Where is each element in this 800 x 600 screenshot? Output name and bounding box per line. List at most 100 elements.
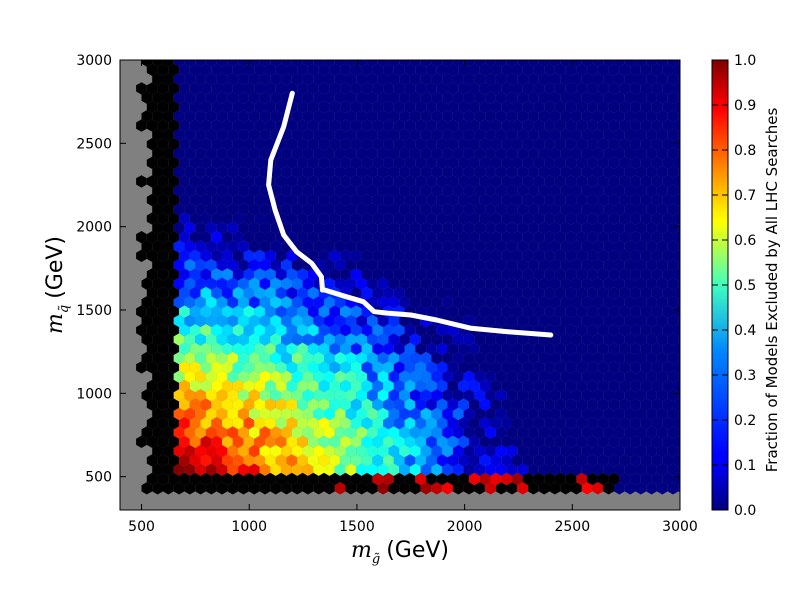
hex-cell [302, 426, 314, 439]
hex-cell [512, 175, 523, 188]
hex-cell [265, 231, 276, 244]
hex-cell [152, 444, 163, 458]
hex-cell [152, 203, 163, 216]
hex-cell [361, 156, 373, 169]
hex-cell [205, 91, 217, 104]
hex-cell [259, 389, 271, 402]
hex-cell [662, 63, 673, 76]
hex-cell [560, 296, 571, 309]
hex-cell [495, 258, 507, 272]
hex-cell [426, 417, 437, 430]
hex-cell [592, 60, 604, 67]
hex-cell [447, 305, 459, 318]
hex-cell [426, 63, 437, 76]
hex-cell [216, 389, 228, 402]
hex-cell [495, 184, 507, 197]
hex-cell [495, 203, 507, 216]
hex-cell [136, 361, 147, 374]
hex-cell [592, 314, 604, 328]
colorbar-tick-label: 0.7 [734, 188, 756, 204]
hex-cell [619, 379, 631, 393]
hex-cell [222, 100, 233, 114]
hex-cell [200, 193, 212, 207]
hex-cell [479, 193, 491, 207]
hex-cell [302, 333, 314, 346]
hex-cell [297, 119, 308, 132]
hex-cell [495, 277, 507, 290]
hex-cell [630, 305, 641, 318]
hex-cell [474, 165, 486, 179]
hex-cell [533, 361, 545, 374]
hex-cell [560, 277, 571, 290]
hex-cell [307, 175, 319, 188]
hex-cell [630, 379, 641, 393]
hex-cell [587, 175, 598, 188]
hex-cell [345, 277, 357, 290]
hex-cell [501, 361, 512, 374]
hex-cell [173, 184, 185, 197]
hex-cell [383, 175, 394, 188]
hex-cell [436, 305, 448, 318]
hex-cell [415, 82, 427, 95]
hex-cell [592, 128, 604, 142]
hex-cell [576, 268, 588, 281]
hex-cell [189, 342, 201, 355]
hex-cell [619, 286, 631, 300]
hex-cell [656, 165, 668, 179]
hex-cell [157, 268, 169, 281]
hex-cell [538, 407, 550, 421]
hex-cell [324, 444, 335, 458]
hex-cell [173, 110, 185, 123]
hex-cell [684, 250, 695, 262]
hex-cell [152, 128, 163, 142]
hex-cell [517, 110, 529, 123]
hex-cell [533, 231, 545, 244]
hex-cell [399, 240, 410, 253]
hex-cell [173, 296, 185, 309]
hex-cell [571, 296, 582, 309]
hex-cell [597, 268, 609, 281]
hex-cell [399, 296, 410, 309]
hexbin-cells [136, 60, 695, 495]
hex-cell [356, 72, 367, 86]
hex-cell [340, 119, 351, 132]
hex-cell [651, 249, 663, 262]
hex-cell [538, 296, 550, 309]
hex-cell [673, 138, 680, 151]
hex-cell [136, 435, 147, 448]
hex-cell [195, 463, 206, 476]
hex-cell [211, 63, 222, 76]
hex-cell [173, 60, 185, 67]
hex-cell [146, 63, 158, 76]
hex-cell [372, 82, 384, 95]
hex-cell [409, 91, 421, 104]
hex-cell [227, 221, 239, 235]
hex-cell [549, 407, 561, 421]
hex-cell [345, 221, 357, 235]
hex-cell [662, 119, 673, 132]
hex-cell [243, 249, 255, 262]
hex-cell [388, 482, 400, 495]
hex-cell [404, 138, 416, 151]
hex-cell [517, 407, 529, 421]
hex-cell [630, 175, 641, 188]
hex-cell [222, 454, 233, 467]
hex-cell [512, 454, 523, 467]
hex-cell [195, 370, 206, 383]
hex-cell [205, 60, 217, 67]
hex-cell [452, 333, 464, 346]
hex-cell [307, 156, 319, 169]
hex-cell [377, 110, 389, 123]
hex-cell [275, 175, 287, 188]
hex-cell [554, 454, 566, 467]
hex-cell [409, 258, 421, 272]
hex-cell [495, 296, 507, 309]
hex-cell [157, 212, 169, 225]
hex-cell [367, 165, 378, 179]
hex-cell [560, 240, 571, 253]
hex-cell [490, 82, 502, 95]
hex-cell [232, 63, 244, 76]
hex-cell [286, 361, 298, 374]
hex-cell [265, 286, 276, 300]
hex-cell [324, 258, 335, 272]
